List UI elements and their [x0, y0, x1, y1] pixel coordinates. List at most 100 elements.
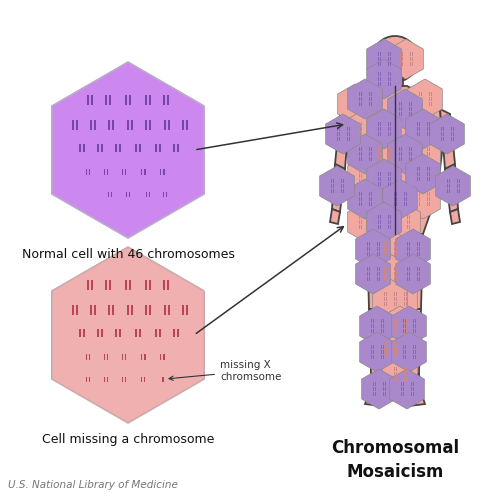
Bar	[384, 272, 385, 276]
Bar	[426, 152, 427, 156]
Bar	[384, 242, 385, 246]
Bar	[410, 122, 411, 126]
Bar	[428, 177, 429, 181]
Bar	[94, 305, 96, 315]
Bar	[380, 122, 381, 126]
Bar	[388, 132, 389, 136]
Bar	[404, 372, 405, 376]
Bar	[380, 147, 381, 151]
Bar	[125, 192, 128, 197]
Bar	[379, 247, 380, 251]
Bar	[380, 52, 381, 56]
Bar	[394, 197, 395, 201]
Bar	[388, 62, 389, 66]
Bar	[394, 377, 395, 381]
Bar	[410, 127, 411, 131]
Bar	[360, 92, 361, 96]
Bar	[396, 297, 397, 301]
Bar	[396, 292, 397, 296]
Bar	[402, 52, 403, 56]
Bar	[418, 92, 419, 96]
Polygon shape	[360, 306, 394, 346]
Bar	[397, 215, 398, 219]
Bar	[370, 197, 371, 201]
Bar	[168, 305, 170, 315]
Polygon shape	[348, 134, 383, 174]
Bar	[401, 152, 402, 156]
Polygon shape	[396, 229, 430, 269]
Bar	[384, 342, 385, 346]
Bar	[372, 350, 373, 354]
Bar	[404, 329, 405, 333]
Polygon shape	[383, 279, 417, 319]
Bar	[149, 305, 151, 315]
Bar	[401, 147, 402, 151]
Bar	[418, 177, 419, 181]
Polygon shape	[356, 254, 390, 294]
Bar	[394, 252, 395, 256]
Bar	[428, 92, 429, 96]
Polygon shape	[367, 109, 401, 149]
Bar	[440, 127, 442, 131]
Polygon shape	[367, 134, 401, 174]
Bar	[145, 280, 147, 290]
Bar	[394, 302, 395, 306]
Bar	[377, 177, 379, 181]
Bar	[403, 329, 404, 333]
Bar	[159, 329, 161, 337]
Bar	[358, 225, 359, 229]
Bar	[121, 169, 123, 175]
Bar	[358, 97, 359, 101]
Bar	[399, 177, 400, 181]
Polygon shape	[392, 306, 426, 346]
Bar	[372, 319, 373, 323]
Bar	[390, 182, 391, 186]
Bar	[341, 184, 342, 188]
Bar	[394, 272, 395, 276]
Polygon shape	[435, 166, 470, 206]
Bar	[396, 252, 397, 256]
Bar	[139, 144, 141, 152]
Bar	[404, 297, 405, 301]
Bar	[420, 102, 421, 106]
Bar	[368, 215, 369, 219]
Bar	[380, 172, 381, 176]
Bar	[377, 62, 379, 66]
Bar	[376, 247, 377, 251]
Bar	[386, 302, 387, 306]
Bar	[401, 392, 402, 396]
Bar	[399, 127, 400, 131]
Bar	[163, 169, 164, 175]
Bar	[370, 225, 371, 229]
Bar	[91, 280, 93, 290]
Bar	[337, 132, 338, 136]
Polygon shape	[330, 209, 340, 224]
Bar	[383, 345, 384, 349]
Bar	[86, 354, 87, 360]
Bar	[121, 354, 123, 360]
Bar	[370, 157, 371, 161]
Bar	[370, 147, 371, 151]
Bar	[87, 95, 89, 105]
Bar	[370, 174, 371, 178]
Bar	[127, 120, 129, 130]
Bar	[418, 267, 419, 271]
Bar	[410, 382, 411, 386]
Bar	[394, 324, 395, 328]
Bar	[331, 184, 332, 188]
Bar	[360, 225, 361, 229]
Bar	[407, 277, 408, 281]
Bar	[380, 127, 381, 131]
Bar	[384, 302, 385, 306]
Polygon shape	[388, 109, 422, 149]
Bar	[107, 354, 108, 360]
Bar	[370, 152, 371, 156]
Bar	[406, 329, 407, 333]
Bar	[383, 355, 384, 359]
Polygon shape	[388, 89, 422, 129]
Bar	[428, 147, 429, 151]
Bar	[401, 387, 402, 391]
Bar	[384, 347, 385, 351]
Polygon shape	[367, 59, 401, 99]
Bar	[376, 277, 377, 281]
